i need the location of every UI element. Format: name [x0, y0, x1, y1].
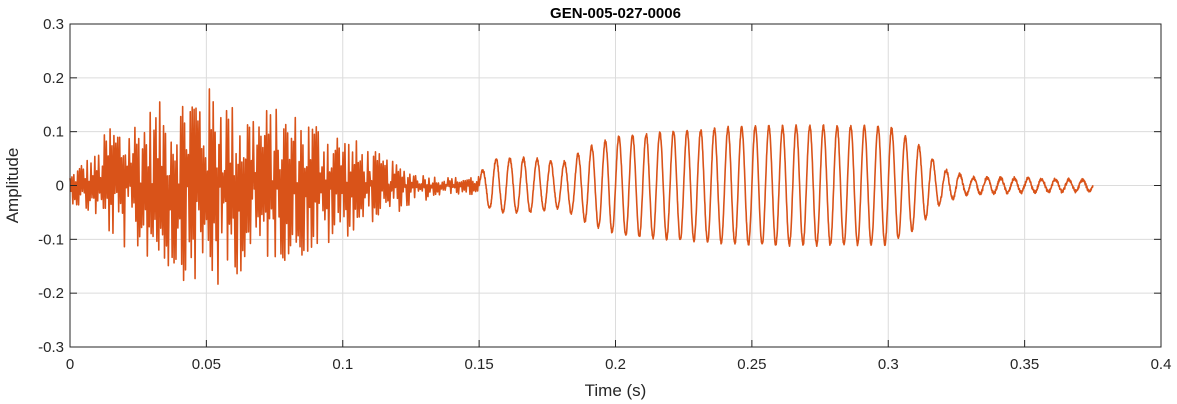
x-tick-label: 0.1 [332, 356, 353, 373]
y-tick-label: 0.2 [43, 70, 64, 87]
x-tick-label: 0.35 [1010, 356, 1039, 373]
x-tick-label: 0.2 [605, 356, 626, 373]
x-axis-label: Time (s) [585, 381, 647, 400]
y-axis-label: Amplitude [3, 148, 22, 224]
chart-title: GEN-005-027-0006 [550, 5, 681, 22]
signal-line [69, 88, 1094, 285]
y-tick-label: -0.3 [38, 339, 64, 356]
x-axis: 0 0.05 0.1 0.15 0.2 0.25 0.3 0.35 0.4 [66, 24, 1172, 373]
y-tick-label: -0.2 [38, 285, 64, 302]
x-tick-label: 0.25 [737, 356, 766, 373]
y-tick-label: 0 [56, 178, 64, 195]
x-tick-label: 0.3 [878, 356, 899, 373]
x-tick-label: 0.05 [192, 356, 221, 373]
y-tick-label: -0.1 [38, 231, 64, 248]
y-axis: -0.3 -0.2 -0.1 0 0.1 0.2 0.3 [38, 16, 1161, 356]
x-tick-label: 0 [66, 356, 74, 373]
x-tick-label: 0.4 [1151, 356, 1172, 373]
y-tick-label: 0.1 [43, 124, 64, 141]
x-tick-label: 0.15 [465, 356, 494, 373]
y-tick-label: 0.3 [43, 16, 64, 33]
